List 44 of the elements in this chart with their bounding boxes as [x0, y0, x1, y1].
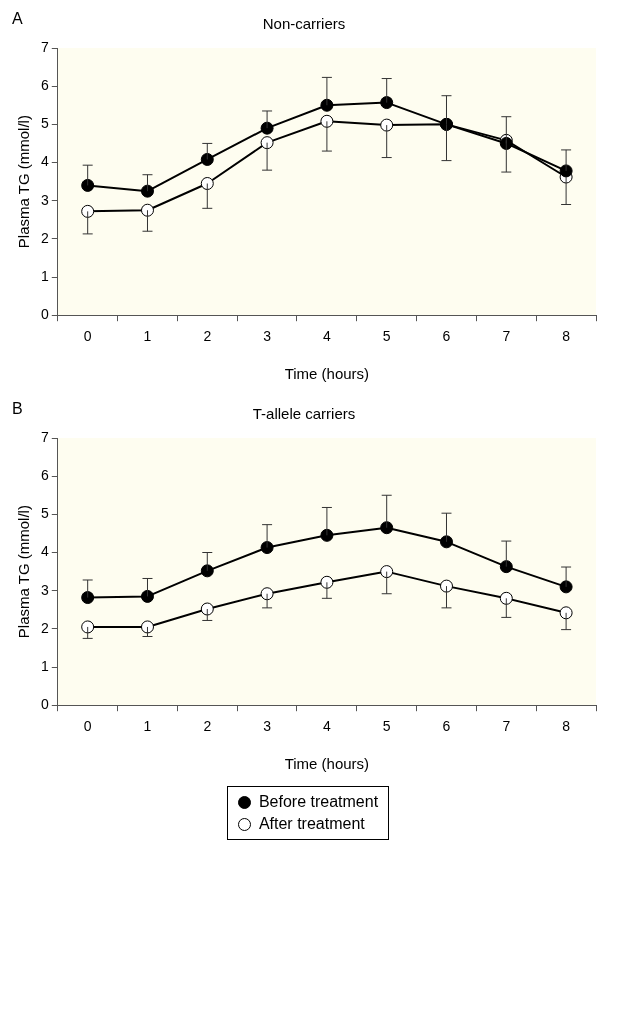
- y-tick-label: 4: [40, 153, 49, 170]
- y-tick-label: 1: [40, 657, 49, 674]
- x-axis-title: Time (hours): [284, 755, 370, 773]
- y-tick-label: 4: [40, 543, 49, 560]
- y-tick-label: 2: [40, 619, 49, 636]
- y-tick-label: 6: [40, 467, 49, 484]
- y-axis-title: Plasma TG (mmol/l): [15, 115, 33, 249]
- x-tick-label: 3: [263, 718, 272, 735]
- x-tick-label: 1: [143, 328, 152, 345]
- y-tick-label: 5: [40, 505, 49, 522]
- x-tick-label: 5: [382, 328, 391, 345]
- x-tick-label: 5: [382, 718, 391, 735]
- y-tick-label: 3: [40, 581, 49, 598]
- y-axis-title: Plasma TG (mmol/l): [15, 505, 33, 639]
- legend-label: Before treatment: [258, 792, 379, 812]
- chart-title: Non-carriers: [262, 15, 346, 33]
- text: B: [12, 400, 23, 418]
- x-tick-label: 7: [502, 328, 511, 345]
- x-tick-label: 8: [562, 718, 571, 735]
- y-tick-label: 6: [40, 77, 49, 94]
- x-tick-label: 1: [143, 718, 152, 735]
- legend-label: After treatment: [258, 814, 365, 834]
- y-tick-label: 2: [40, 229, 49, 246]
- y-tick-label: 7: [40, 428, 49, 445]
- x-tick-label: 4: [322, 328, 331, 345]
- x-tick-label: 6: [442, 718, 451, 735]
- y-tick-label: 1: [40, 267, 49, 284]
- text: A: [12, 10, 23, 28]
- x-tick-label: 0: [83, 328, 92, 345]
- x-tick-label: 7: [502, 718, 511, 735]
- y-tick-label: 0: [40, 696, 49, 713]
- chart-title: T-allele carriers: [252, 405, 356, 423]
- y-tick-label: 0: [40, 306, 49, 323]
- x-tick-label: 2: [203, 328, 212, 345]
- x-tick-label: 6: [442, 328, 451, 345]
- y-tick-label: 3: [40, 191, 49, 208]
- y-tick-label: 5: [40, 115, 49, 132]
- x-tick-label: 8: [562, 328, 571, 345]
- x-tick-label: 4: [322, 718, 331, 735]
- x-tick-label: 3: [263, 328, 272, 345]
- x-tick-label: 2: [203, 718, 212, 735]
- x-tick-label: 0: [83, 718, 92, 735]
- x-axis-title: Time (hours): [284, 365, 370, 383]
- y-tick-label: 7: [40, 38, 49, 55]
